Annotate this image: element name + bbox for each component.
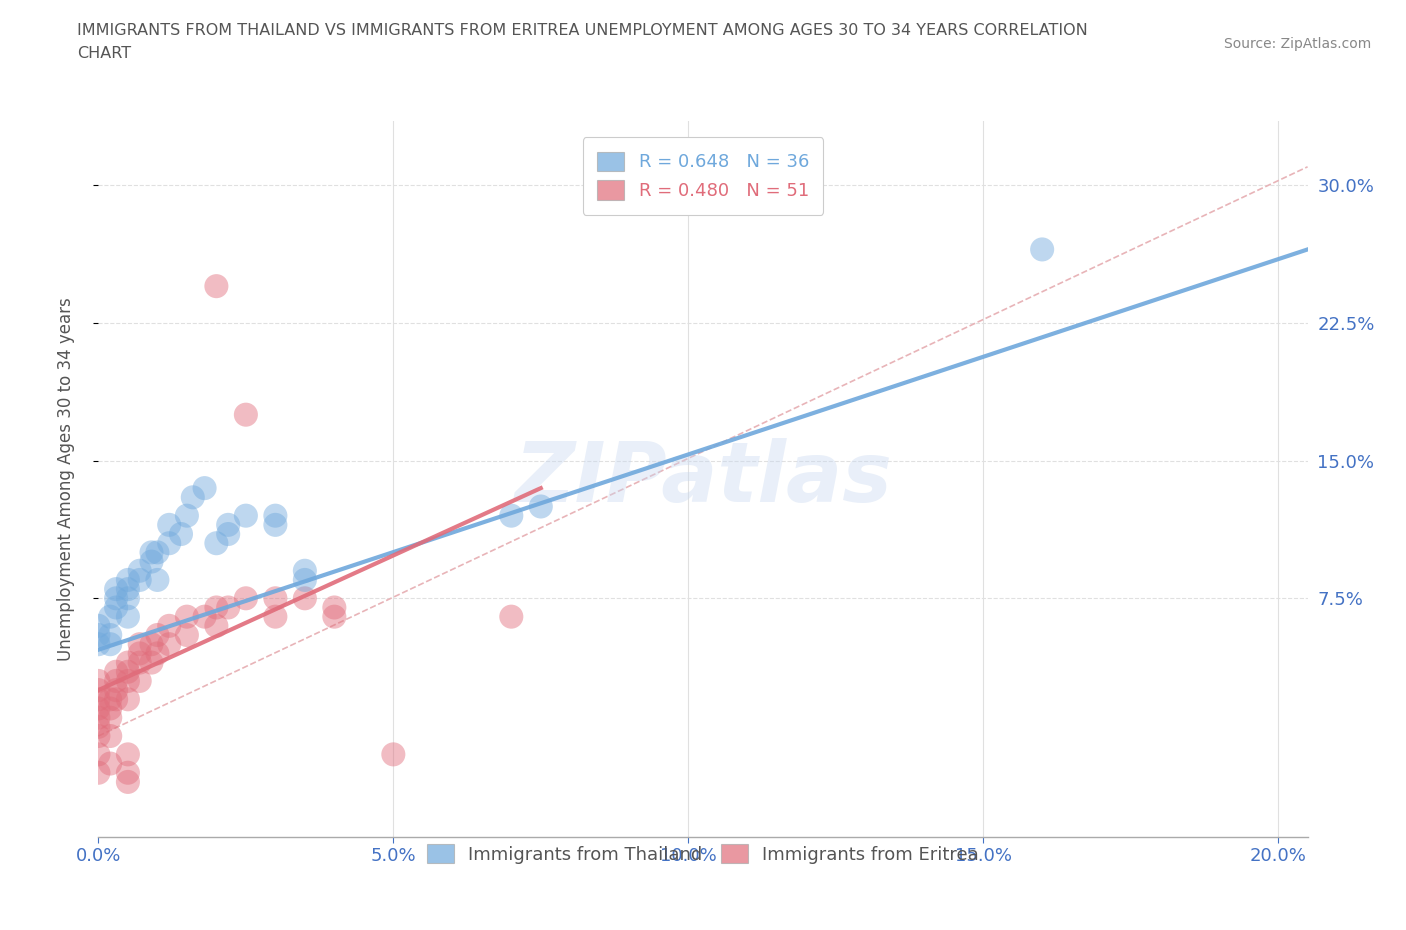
Point	[141, 545, 163, 560]
Point	[105, 692, 128, 707]
Point	[117, 664, 139, 679]
Point	[1031, 242, 1053, 257]
Point	[98, 628, 121, 643]
Point	[105, 591, 128, 605]
Point	[205, 279, 228, 294]
Point	[294, 591, 316, 605]
Point	[87, 637, 110, 652]
Point	[501, 508, 523, 523]
Point	[294, 573, 316, 588]
Point	[105, 673, 128, 688]
Point	[323, 609, 346, 624]
Point	[146, 628, 169, 643]
Point	[205, 600, 228, 615]
Point	[128, 646, 150, 661]
Text: ZIPatlas: ZIPatlas	[515, 438, 891, 520]
Text: CHART: CHART	[77, 46, 131, 61]
Point	[235, 591, 257, 605]
Point	[117, 609, 139, 624]
Point	[176, 508, 198, 523]
Point	[98, 711, 121, 725]
Point	[264, 609, 287, 624]
Point	[194, 481, 217, 496]
Point	[264, 591, 287, 605]
Point	[146, 646, 169, 661]
Point	[235, 508, 257, 523]
Point	[146, 573, 169, 588]
Point	[157, 517, 180, 532]
Point	[87, 765, 110, 780]
Point	[87, 618, 110, 633]
Point	[87, 747, 110, 762]
Point	[98, 609, 121, 624]
Point	[98, 756, 121, 771]
Point	[105, 600, 128, 615]
Point	[87, 683, 110, 698]
Legend: Immigrants from Thailand, Immigrants from Eritrea: Immigrants from Thailand, Immigrants fro…	[412, 830, 994, 878]
Point	[176, 628, 198, 643]
Point	[117, 655, 139, 670]
Point	[205, 536, 228, 551]
Point	[141, 554, 163, 569]
Point	[217, 600, 239, 615]
Point	[98, 701, 121, 716]
Point	[98, 728, 121, 743]
Point	[501, 609, 523, 624]
Point	[176, 609, 198, 624]
Point	[323, 600, 346, 615]
Point	[217, 526, 239, 541]
Point	[128, 673, 150, 688]
Point	[87, 673, 110, 688]
Point	[128, 573, 150, 588]
Point	[294, 564, 316, 578]
Point	[128, 637, 150, 652]
Point	[382, 747, 405, 762]
Point	[157, 618, 180, 633]
Point	[157, 637, 180, 652]
Text: IMMIGRANTS FROM THAILAND VS IMMIGRANTS FROM ERITREA UNEMPLOYMENT AMONG AGES 30 T: IMMIGRANTS FROM THAILAND VS IMMIGRANTS F…	[77, 23, 1088, 38]
Point	[530, 499, 553, 514]
Point	[128, 655, 150, 670]
Point	[217, 517, 239, 532]
Point	[181, 490, 204, 505]
Y-axis label: Unemployment Among Ages 30 to 34 years: Unemployment Among Ages 30 to 34 years	[56, 297, 75, 661]
Point	[264, 517, 287, 532]
Point	[105, 664, 128, 679]
Point	[194, 609, 217, 624]
Point	[128, 564, 150, 578]
Point	[117, 673, 139, 688]
Point	[170, 526, 193, 541]
Point	[87, 711, 110, 725]
Point	[146, 545, 169, 560]
Point	[117, 765, 139, 780]
Point	[117, 581, 139, 596]
Point	[105, 581, 128, 596]
Point	[87, 720, 110, 735]
Point	[264, 508, 287, 523]
Point	[87, 728, 110, 743]
Point	[117, 692, 139, 707]
Point	[141, 655, 163, 670]
Point	[117, 591, 139, 605]
Point	[87, 628, 110, 643]
Point	[117, 775, 139, 790]
Text: Source: ZipAtlas.com: Source: ZipAtlas.com	[1223, 37, 1371, 51]
Point	[87, 701, 110, 716]
Point	[117, 747, 139, 762]
Point	[235, 407, 257, 422]
Point	[205, 618, 228, 633]
Point	[141, 637, 163, 652]
Point	[117, 573, 139, 588]
Point	[98, 692, 121, 707]
Point	[98, 637, 121, 652]
Point	[105, 683, 128, 698]
Point	[87, 692, 110, 707]
Point	[157, 536, 180, 551]
